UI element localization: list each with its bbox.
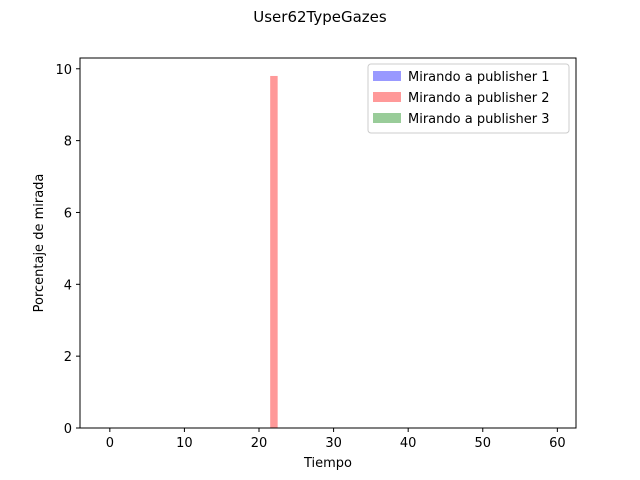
y-axis-ticks: 0 2 4 6 8 10 [55,63,80,437]
bars [270,75,278,428]
y-tick-label: 6 [64,206,72,221]
x-tick-label: 60 [549,436,566,451]
x-axis-label: Tiempo [303,456,352,471]
y-tick-label: 4 [64,278,72,293]
legend-label-3: Mirando a publisher 3 [408,112,550,127]
axes-frame [79,57,577,429]
legend-swatch-3 [373,113,401,123]
legend-swatch-2 [373,92,401,102]
x-axis-ticks: 0 10 20 30 40 50 60 [106,428,566,451]
x-tick-label: 30 [325,436,342,451]
y-tick-label: 0 [64,422,72,437]
x-tick-label: 40 [400,436,417,451]
y-axis-label: Porcentaje de mirada [32,174,47,313]
legend-swatch-1 [373,71,401,81]
x-tick-label: 0 [106,436,114,451]
legend-label-2: Mirando a publisher 2 [408,91,550,106]
bar-series-2-0 [270,75,278,428]
x-tick-label: 50 [474,436,491,451]
chart-title: User62TypeGazes [253,8,387,26]
y-tick-label: 8 [64,135,72,150]
x-tick-label: 20 [251,436,268,451]
y-tick-label: 10 [55,63,72,78]
legend-label-1: Mirando a publisher 1 [408,70,550,85]
x-tick-label: 10 [176,436,193,451]
legend-box [367,63,570,134]
legend: Mirando a publisher 1 Mirando a publisher… [367,63,570,134]
y-tick-label: 2 [64,350,72,365]
